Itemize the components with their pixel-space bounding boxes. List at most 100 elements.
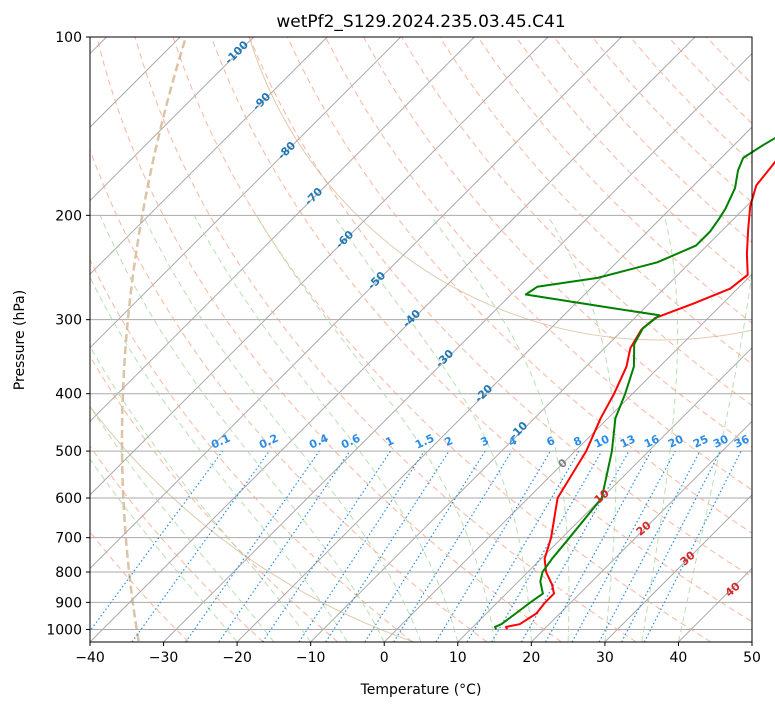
dry-adiabat-label: -50 — [365, 269, 388, 292]
dry-adiabat-line — [325, 37, 752, 491]
mixing-ratio-line — [393, 450, 513, 642]
background-circle — [248, 37, 752, 341]
mixing-ratio-label: 6 — [545, 434, 558, 449]
x-tick-label: 50 — [743, 650, 761, 666]
mixing-ratio-line — [571, 450, 676, 642]
y-axis-ticks: 100 200 300 400 500 600 700 800 900 1000 — [46, 30, 90, 638]
mixing-ratio-line — [598, 450, 701, 642]
dry-adiabat-line — [706, 37, 752, 85]
x-tick-label: 40 — [670, 650, 688, 666]
isotherm-line — [90, 37, 255, 202]
isotherm-line — [457, 347, 752, 642]
moist-adiabat-line — [193, 215, 459, 642]
isotherm-line — [678, 567, 752, 642]
moist-adiabat-label: 10 — [592, 486, 612, 506]
mixing-ratio-line — [545, 450, 652, 642]
y-tick-label: 900 — [55, 595, 82, 611]
isotherm-line — [383, 273, 752, 642]
y-tick-label: 200 — [55, 208, 82, 224]
dry-adiabat-label: -20 — [472, 382, 495, 405]
dewpoint-profile — [494, 136, 775, 630]
mixing-ratio-line — [491, 450, 603, 642]
dry-adiabat-line — [90, 258, 413, 642]
moist-adiabat-line — [547, 215, 617, 642]
mixing-ratio-label: 1.5 — [413, 432, 436, 452]
dry-adiabat-label: -100 — [222, 38, 251, 67]
x-tick-label: −40 — [75, 650, 105, 666]
isotherm-line — [604, 494, 752, 642]
isotherm-line — [90, 37, 622, 570]
moist-adiabat-line — [142, 215, 422, 642]
plot-frame — [89, 36, 753, 643]
dry-adiabat-label: -40 — [400, 307, 423, 330]
dry-adiabat-line — [96, 37, 562, 642]
isotherm-line — [90, 37, 696, 642]
moist-adiabat-line — [677, 269, 752, 642]
dry-adiabat-label: -30 — [433, 347, 456, 370]
x-tick-label: 0 — [380, 650, 389, 666]
mixing-ratio-line — [325, 450, 450, 642]
x-tick-label: 20 — [522, 650, 540, 666]
isotherm-line — [751, 641, 752, 642]
dry-adiabat-line — [439, 37, 752, 365]
mixing-ratio-line — [218, 450, 351, 642]
moist-adiabat-line — [333, 215, 532, 642]
moist-adiabat-line — [90, 458, 238, 642]
y-tick-label: 700 — [55, 531, 82, 547]
mixing-ratio-label: 2 — [443, 434, 455, 449]
x-axis-ticks: −40 −30 −20 −10 0 10 20 30 40 50 — [75, 642, 761, 666]
mixing-ratio-label: 30 — [711, 432, 731, 450]
chart-title: wetPf2_S129.2024.235.03.45.C41 — [276, 12, 565, 32]
y-tick-label: 100 — [55, 30, 82, 46]
y-tick-label: 800 — [55, 565, 82, 581]
x-tick-label: −30 — [149, 650, 179, 666]
moist-adiabat-label: 40 — [723, 579, 743, 599]
mixing-ratio-line — [185, 450, 320, 642]
mixing-ratio-line — [262, 450, 392, 642]
mixing-ratio-label: 10 — [592, 432, 612, 450]
moist-adiabat-line — [90, 345, 312, 642]
mixing-ratio-label: 20 — [666, 432, 686, 450]
dry-adiabat-labels: -100-90-80-70-60-50-40-30-20-10 — [222, 38, 530, 442]
dry-adiabat-line — [90, 148, 488, 642]
mixing-ratio-line — [466, 450, 580, 642]
x-tick-label: −10 — [296, 650, 326, 666]
mixing-ratio-label: 8 — [572, 434, 584, 449]
moist-adiabat-line — [641, 215, 679, 642]
x-tick-label: −20 — [222, 650, 252, 666]
isotherm-line — [90, 37, 328, 275]
x-axis-label: Temperature (°C) — [360, 682, 482, 698]
isotherm-line — [90, 37, 475, 423]
x-tick-label: 10 — [449, 650, 467, 666]
y-axis-label: Pressure (hPa) — [12, 290, 28, 390]
x-tick-label: 30 — [596, 650, 614, 666]
y-tick-label: 600 — [55, 491, 82, 507]
mixing-ratio-label: 0.4 — [307, 431, 330, 451]
dry-adiabat-line — [286, 37, 752, 534]
mixing-ratio-line — [90, 450, 223, 632]
mixing-ratio-label: 0.6 — [339, 431, 362, 451]
dry-adiabat-label: -70 — [302, 185, 325, 208]
isotherm-line — [90, 37, 549, 496]
dry-adiabat-line — [477, 37, 752, 324]
dry-adiabat-line — [210, 37, 752, 623]
mixing-ratio-line — [131, 450, 270, 642]
y-tick-label: 400 — [55, 387, 82, 403]
dry-adiabat-line — [172, 37, 712, 642]
dry-adiabat-line — [90, 445, 264, 642]
mixing-ratio-label: 25 — [691, 432, 710, 450]
y-tick-label: 500 — [55, 444, 82, 460]
dry-adiabat-label: -90 — [250, 90, 273, 113]
isotherm-line — [90, 37, 402, 349]
dry-adiabat-line — [134, 37, 637, 642]
mixing-ratio-label: 36 — [732, 432, 752, 450]
mixing-ratio-line — [643, 450, 742, 642]
mixing-ratio-label: 16 — [642, 432, 662, 450]
isotherm-line — [236, 126, 752, 642]
background-arc — [120, 39, 187, 642]
moist-adiabat-line — [430, 215, 570, 642]
y-tick-label: 300 — [55, 313, 82, 329]
mixing-ratio-label: 1 — [384, 434, 396, 449]
